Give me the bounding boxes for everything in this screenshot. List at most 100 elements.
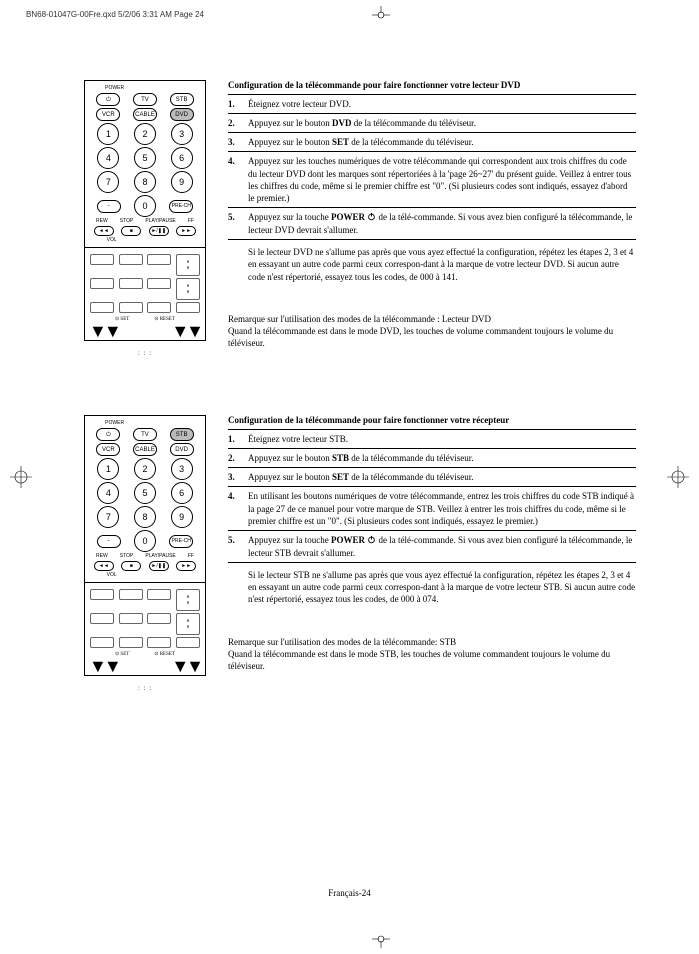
num-1: 1	[97, 123, 119, 145]
section-title-stb: Configuration de la télécommande pour fa…	[228, 415, 636, 425]
header-meta: BN68-01047G-00Fre.qxd 5/2/06 3:31 AM Pag…	[26, 10, 204, 19]
num2-1: 1	[97, 458, 119, 480]
num2-9: 9	[171, 506, 193, 528]
mini-h	[176, 302, 200, 313]
play-button2: ►/❚❚	[149, 561, 169, 571]
step-text: Éteignez votre lecteur DVD.	[248, 98, 636, 110]
section-dvd: POWER ⏻ TV STB VCR CABLE DVD 1 2 3 4	[84, 80, 636, 379]
stb-button: STB	[170, 93, 194, 106]
step-number: 4.	[228, 155, 248, 204]
rew-button: ◄◄	[94, 226, 114, 236]
mini-d	[147, 278, 171, 289]
step-row: 5.Appuyez sur la touche POWER de la télé…	[228, 207, 636, 240]
label-stop2: STOP	[120, 554, 134, 559]
step-number: 3.	[228, 136, 248, 148]
step-row: 3.Appuyez sur le bouton SET de la téléco…	[228, 132, 636, 151]
num-6: 6	[171, 147, 193, 169]
remote-top-stb: POWER ⏻ TV STB VCR CABLE DVD 1 2 3 4	[84, 415, 206, 583]
mini2-h	[119, 637, 143, 648]
prech-button2: PRE-CH	[169, 535, 193, 548]
page-footer: Français-24	[0, 888, 699, 898]
registration-mark-left	[10, 466, 32, 488]
num2-3: 3	[171, 458, 193, 480]
remote-bottom-stb: ∧∨ ∧∨ ⊙ SET⊙ RESET ▼▼ ▼▼	[84, 583, 206, 676]
mini2-vol: ∧∨	[176, 589, 200, 611]
step-number: 1.	[228, 433, 248, 445]
text-column-dvd: Configuration de la télécommande pour fa…	[228, 80, 636, 379]
text-column-stb: Configuration de la télécommande pour fa…	[228, 415, 636, 714]
stop-button2: ■	[121, 561, 141, 571]
step-text: Appuyez sur le bouton STB de la télécomm…	[248, 452, 636, 464]
cable-button2: CABLE	[133, 443, 157, 456]
step-row: 1.Éteignez votre lecteur DVD.	[228, 94, 636, 113]
mini-a	[119, 254, 143, 265]
arrow-indicator-right2: ▼▼	[171, 656, 201, 677]
step-row: 2.Appuyez sur le bouton STB de la téléco…	[228, 448, 636, 467]
ff-button2: ►►	[176, 561, 196, 571]
step-text: Appuyez sur les touches numériques de vo…	[248, 155, 636, 204]
num-5: 5	[134, 147, 156, 169]
dash-button: -	[97, 200, 121, 213]
section-stb: POWER ⏻ TV STB VCR CABLE DVD 1 2 3 4	[84, 415, 636, 714]
mini2-d	[90, 613, 114, 624]
extra-text-dvd: Si le lecteur DVD ne s'allume pas après …	[228, 246, 636, 282]
arrow-indicator-left: ▼▼	[89, 321, 119, 342]
dvd-button: DVD	[170, 108, 194, 121]
num2-8: 8	[134, 506, 156, 528]
label-rew: REW	[96, 219, 108, 224]
num2-5: 5	[134, 482, 156, 504]
tv-button2: TV	[133, 428, 157, 441]
step-number: 1.	[228, 98, 248, 110]
mini-ch: ∧∨	[176, 278, 200, 300]
num-2: 2	[134, 123, 156, 145]
vcr-button2: VCR	[96, 443, 120, 456]
arrow-indicator-left2: ▼▼	[89, 656, 119, 677]
arrow-indicator-right: ▼▼	[171, 321, 201, 342]
note-stb: Remarque sur l'utilisation des modes de …	[228, 636, 636, 672]
power-icon	[367, 535, 376, 547]
step-number: 4.	[228, 490, 248, 526]
play-button: ►/❚❚	[149, 226, 169, 236]
mini-f	[119, 302, 143, 313]
label-power: POWER	[105, 86, 124, 91]
mini2-c	[147, 589, 171, 600]
separator-lines2: : : :	[84, 684, 206, 692]
label-play: PLAY/PAUSE	[145, 219, 175, 224]
mini2-f	[147, 613, 171, 624]
step-number: 3.	[228, 471, 248, 483]
mini-e	[90, 302, 114, 313]
power-button: ⏻	[96, 93, 120, 106]
mini-menu	[90, 278, 114, 289]
crop-mark-bottom	[372, 930, 390, 948]
step-row: 5.Appuyez sur la touche POWER de la télé…	[228, 530, 636, 563]
num-3: 3	[171, 123, 193, 145]
mini-mute	[90, 254, 114, 265]
step-text: Appuyez sur la touche POWER de la télé-c…	[248, 534, 636, 559]
num-9: 9	[171, 171, 193, 193]
num2-7: 7	[97, 506, 119, 528]
extra-text-stb: Si le lecteur STB ne s'allume pas après …	[228, 569, 636, 605]
power-button2: ⏻	[96, 428, 120, 441]
mini-g	[147, 302, 171, 313]
section-title-dvd: Configuration de la télécommande pour fa…	[228, 80, 636, 90]
label-ff2: FF	[188, 554, 194, 559]
mini2-e	[119, 613, 143, 624]
note-dvd: Remarque sur l'utilisation des modes de …	[228, 313, 636, 349]
remote-top-dvd: POWER ⏻ TV STB VCR CABLE DVD 1 2 3 4	[84, 80, 206, 248]
tv-button: TV	[133, 93, 157, 106]
num-7: 7	[97, 171, 119, 193]
step-number: 2.	[228, 117, 248, 129]
mini-b	[147, 254, 171, 265]
step-text: En utilisant les boutons numériques de v…	[248, 490, 636, 526]
step-text: Appuyez sur le bouton DVD de la télécomm…	[248, 117, 636, 129]
step-number: 5.	[228, 211, 248, 236]
mini2-b	[119, 589, 143, 600]
label-stop: STOP	[120, 219, 134, 224]
num-0: 0	[134, 195, 156, 217]
separator-lines: : : :	[84, 349, 206, 357]
dash-button2: -	[97, 535, 121, 548]
step-row: 4.Appuyez sur les touches numériques de …	[228, 151, 636, 207]
step-text: Appuyez sur la touche POWER de la télé-c…	[248, 211, 636, 236]
mini-c	[119, 278, 143, 289]
registration-mark-right	[667, 466, 689, 488]
